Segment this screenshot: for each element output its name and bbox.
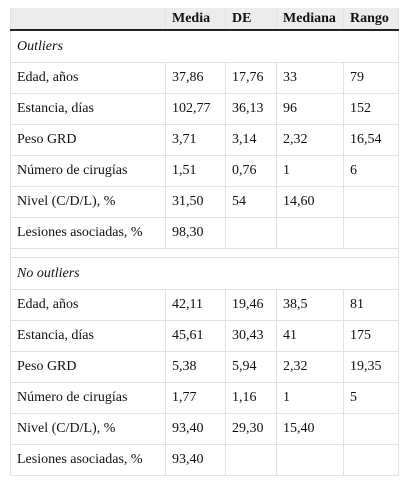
data-row: Estancia, días 45,61 30,43 41 175 [10, 320, 399, 352]
empty-cell [225, 444, 277, 476]
cell: 36,13 [225, 93, 277, 125]
empty-cell [343, 186, 399, 218]
cell: 31,50 [165, 186, 226, 218]
cell: 38,5 [276, 289, 344, 321]
cell: 2,32 [276, 124, 344, 156]
data-row: Nivel (C/D/L), % 31,50 54 14,60 [10, 186, 399, 218]
cell: 93,40 [165, 413, 226, 445]
empty-cell [276, 444, 344, 476]
cell: 1,77 [165, 382, 226, 414]
header-cell [10, 8, 166, 31]
cell: 15,40 [276, 413, 344, 445]
cell: 54 [225, 186, 277, 218]
table: Media DE Mediana Rango Outliers Edad, años 37… [10, 8, 399, 476]
cell: 2,32 [276, 351, 344, 383]
column-header: Mediana [276, 8, 344, 31]
cell: 3,71 [165, 124, 226, 156]
cell: 5,94 [225, 351, 277, 383]
data-row: Estancia, días 102,77 36,13 96 152 [10, 93, 399, 125]
cell: 19,46 [225, 289, 277, 321]
cell: 5,38 [165, 351, 226, 383]
cell: 41 [276, 320, 344, 352]
cell: 1,51 [165, 155, 226, 187]
row-label: Lesiones asociadas, % [10, 217, 166, 249]
cell: 42,11 [165, 289, 226, 321]
cell: 1,16 [225, 382, 277, 414]
section-row: No outliers [10, 257, 399, 290]
data-row: Lesiones asociadas, % 98,30 [10, 217, 399, 249]
row-label: Edad, años [10, 289, 166, 321]
cell: 79 [343, 62, 399, 94]
cell: 1 [276, 155, 344, 187]
table-container: Media DE Mediana Rango Outliers Edad, años 37… [10, 8, 399, 476]
cell: 6 [343, 155, 399, 187]
column-header: DE [225, 8, 277, 31]
data-row: Nivel (C/D/L), % 93,40 29,30 15,40 [10, 413, 399, 445]
empty-cell [276, 217, 344, 249]
cell: 102,77 [165, 93, 226, 125]
data-row: Lesiones asociadas, % 93,40 [10, 444, 399, 476]
column-header: Rango [343, 8, 399, 31]
section-title: No outliers [10, 257, 399, 290]
empty-cell [343, 444, 399, 476]
cell: 152 [343, 93, 399, 125]
cell: 14,60 [276, 186, 344, 218]
cell: 5 [343, 382, 399, 414]
cell: 19,35 [343, 351, 399, 383]
cell: 98,30 [165, 217, 226, 249]
cell: 3,14 [225, 124, 277, 156]
data-row: Edad, años 42,11 19,46 38,5 81 [10, 289, 399, 321]
row-label: Edad, años [10, 62, 166, 94]
row-label: Número de cirugías [10, 155, 166, 187]
empty-cell [343, 413, 399, 445]
row-label: Estancia, días [10, 320, 166, 352]
row-label: Nivel (C/D/L), % [10, 186, 166, 218]
cell: 81 [343, 289, 399, 321]
cell: 0,76 [225, 155, 277, 187]
cell: 45,61 [165, 320, 226, 352]
empty-cell [343, 217, 399, 249]
header-row: Media DE Mediana Rango [10, 8, 399, 31]
data-row: Peso GRD 3,71 3,14 2,32 16,54 [10, 124, 399, 156]
cell: 37,86 [165, 62, 226, 94]
data-row: Edad, años 37,86 17,76 33 79 [10, 62, 399, 94]
cell: 30,43 [225, 320, 277, 352]
section-row: Outliers [10, 29, 399, 63]
spacer-cell [10, 248, 399, 258]
row-label: Estancia, días [10, 93, 166, 125]
row-label: Peso GRD [10, 124, 166, 156]
cell: 17,76 [225, 62, 277, 94]
row-label: Lesiones asociadas, % [10, 444, 166, 476]
cell: 93,40 [165, 444, 226, 476]
cell: 96 [276, 93, 344, 125]
cell: 175 [343, 320, 399, 352]
empty-cell [225, 217, 277, 249]
data-row: Número de cirugías 1,77 1,16 1 5 [10, 382, 399, 414]
row-label: Número de cirugías [10, 382, 166, 414]
cell: 1 [276, 382, 344, 414]
spacer-row [10, 248, 399, 258]
cell: 29,30 [225, 413, 277, 445]
section-title: Outliers [10, 29, 399, 63]
row-label: Peso GRD [10, 351, 166, 383]
data-row: Peso GRD 5,38 5,94 2,32 19,35 [10, 351, 399, 383]
cell: 16,54 [343, 124, 399, 156]
data-row: Número de cirugías 1,51 0,76 1 6 [10, 155, 399, 187]
cell: 33 [276, 62, 344, 94]
row-label: Nivel (C/D/L), % [10, 413, 166, 445]
column-header: Media [165, 8, 226, 31]
